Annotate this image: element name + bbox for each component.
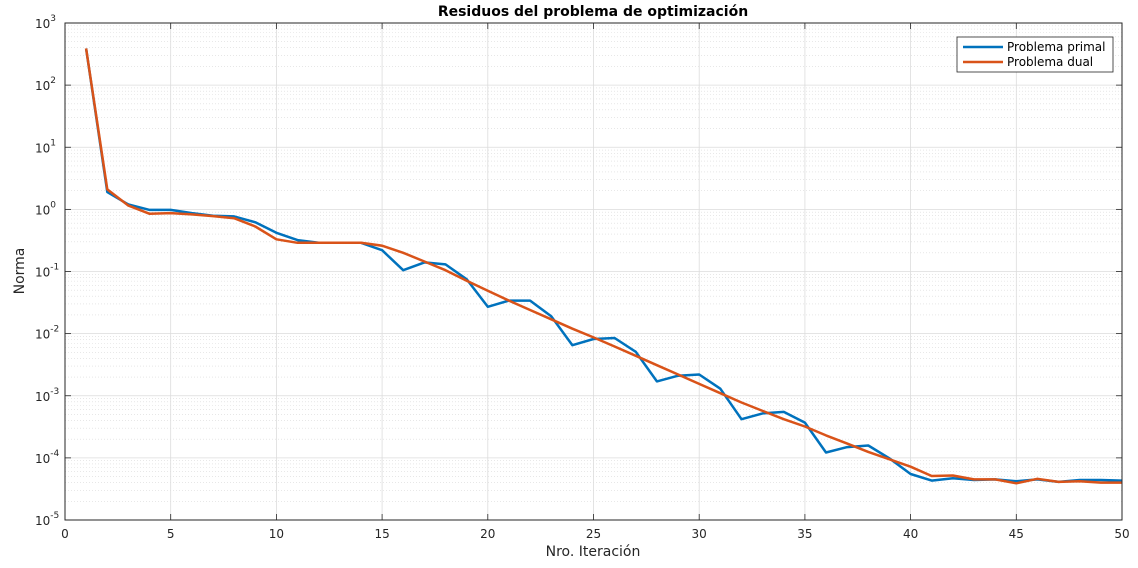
y-axis-ticks: 10-5 10-4 10-3 10-2 10-1 100 101 102 103	[35, 14, 1122, 528]
chart-title: Residuos del problema de optimización	[438, 4, 748, 20]
x-tick-label: 10	[269, 527, 284, 541]
x-tick-label: 45	[1009, 527, 1024, 541]
x-tick-label: 30	[692, 527, 707, 541]
y-tick-label: 100	[35, 200, 56, 217]
y-tick-label: 102	[35, 76, 56, 93]
y-tick-label: 10-5	[35, 511, 59, 528]
y-tick-label: 10-4	[35, 449, 60, 466]
x-tick-label: 20	[480, 527, 495, 541]
legend-label-dual: Problema dual	[1007, 55, 1093, 69]
y-axis-title: Norma	[12, 248, 28, 295]
series-line-primal	[84, 48, 1123, 484]
y-tick-label: 10-2	[35, 325, 59, 342]
legend-box	[956, 36, 1114, 73]
x-tick-label: 15	[374, 527, 389, 541]
x-axis-ticks: 0 5 10 15 20 25 30 35 40 45 50	[61, 23, 1130, 541]
y-tick-label: 10-1	[35, 263, 59, 280]
y-tick-label: 10-3	[35, 387, 59, 404]
legend-label-primal: Problema primal	[1007, 40, 1106, 54]
x-tick-label: 50	[1114, 527, 1129, 541]
x-tick-label: 40	[903, 527, 918, 541]
legend: Problema primal Problema dual	[956, 36, 1114, 73]
x-tick-label: 35	[797, 527, 812, 541]
x-tick-label: 0	[61, 527, 69, 541]
x-tick-label: 5	[167, 527, 175, 541]
x-axis-title: Nro. Iteración	[546, 544, 641, 560]
y-tick-label: 103	[35, 14, 56, 31]
x-tick-label: 25	[586, 527, 601, 541]
series-line-dual	[84, 48, 1122, 485]
series-lines	[84, 48, 1123, 485]
y-tick-label: 101	[35, 138, 56, 155]
